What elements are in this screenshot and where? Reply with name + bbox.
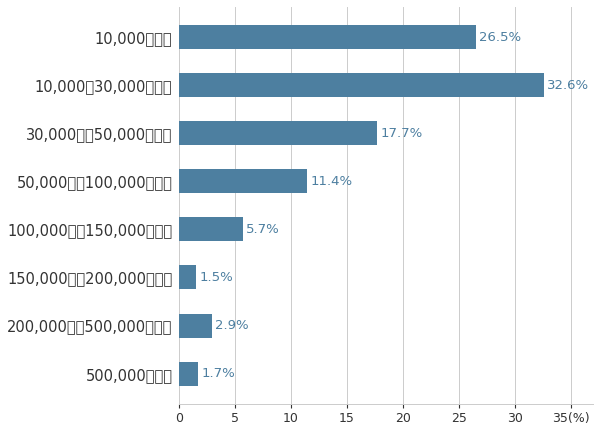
Text: 11.4%: 11.4%	[310, 175, 352, 188]
Text: 32.6%: 32.6%	[547, 79, 589, 92]
Text: 17.7%: 17.7%	[380, 127, 423, 140]
Bar	[179, 265, 196, 289]
Text: 26.5%: 26.5%	[479, 31, 521, 44]
Text: 1.5%: 1.5%	[199, 271, 233, 284]
Text: 5.7%: 5.7%	[247, 223, 280, 236]
Bar	[179, 362, 198, 386]
Bar	[179, 73, 544, 97]
Text: 2.9%: 2.9%	[215, 319, 248, 332]
Bar	[179, 314, 212, 337]
Bar	[179, 25, 476, 49]
Text: 1.7%: 1.7%	[202, 367, 235, 380]
Bar	[179, 121, 377, 145]
Bar	[179, 217, 243, 241]
Bar	[179, 169, 307, 193]
